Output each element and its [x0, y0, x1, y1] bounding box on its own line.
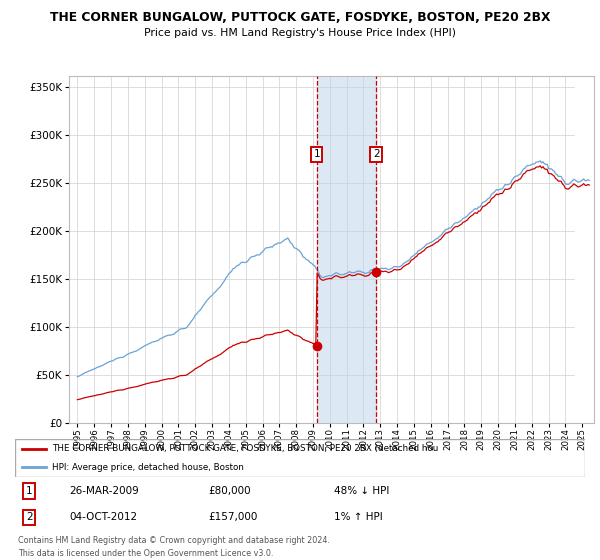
Bar	[575, 76, 596, 423]
Text: Contains HM Land Registry data © Crown copyright and database right 2024.: Contains HM Land Registry data © Crown c…	[18, 536, 330, 545]
Bar	[317, 76, 376, 423]
Text: 48% ↓ HPI: 48% ↓ HPI	[334, 486, 389, 496]
Text: 04-OCT-2012: 04-OCT-2012	[69, 512, 137, 522]
Bar	[575, 76, 596, 423]
Text: 2: 2	[26, 512, 32, 522]
Text: £80,000: £80,000	[209, 486, 251, 496]
Text: 1: 1	[314, 150, 320, 159]
Text: THE CORNER BUNGALOW, PUTTOCK GATE, FOSDYKE, BOSTON, PE20 2BX: THE CORNER BUNGALOW, PUTTOCK GATE, FOSDY…	[50, 11, 550, 24]
Text: This data is licensed under the Open Government Licence v3.0.: This data is licensed under the Open Gov…	[18, 549, 274, 558]
Text: 1% ↑ HPI: 1% ↑ HPI	[334, 512, 383, 522]
Text: Price paid vs. HM Land Registry's House Price Index (HPI): Price paid vs. HM Land Registry's House …	[144, 28, 456, 38]
Text: HPI: Average price, detached house, Boston: HPI: Average price, detached house, Bost…	[52, 463, 244, 472]
Text: THE CORNER BUNGALOW, PUTTOCK GATE, FOSDYKE, BOSTON, PE20 2BX (detached hou: THE CORNER BUNGALOW, PUTTOCK GATE, FOSDY…	[52, 445, 438, 454]
Text: 26-MAR-2009: 26-MAR-2009	[69, 486, 139, 496]
Text: 2: 2	[373, 150, 379, 159]
Text: 1: 1	[26, 486, 32, 496]
Text: £157,000: £157,000	[209, 512, 258, 522]
